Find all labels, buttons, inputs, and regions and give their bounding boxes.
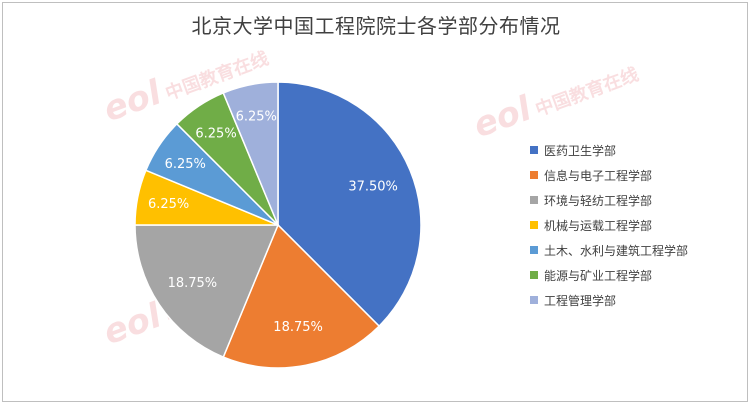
legend: 医药卫生学部信息与电子工程学部环境与轻纺工程学部机械与运载工程学部土木、水利与建… bbox=[530, 143, 688, 308]
data-label-3: 6.25% bbox=[148, 197, 189, 212]
legend-swatch-6 bbox=[530, 296, 538, 304]
legend-swatch-0 bbox=[530, 146, 538, 154]
pie-slice-0 bbox=[277, 81, 422, 328]
legend-label-4: 土木、水利与建筑工程学部 bbox=[544, 243, 688, 258]
legend-label-0: 医药卫生学部 bbox=[544, 143, 616, 158]
pie-slice-2 bbox=[134, 224, 280, 359]
pie-data-labels: 37.50%18.75%18.75%6.25%6.25%6.25%6.25% bbox=[148, 110, 398, 335]
data-label-4: 6.25% bbox=[165, 157, 206, 172]
legend-label-2: 环境与轻纺工程学部 bbox=[544, 193, 652, 208]
pie-slices bbox=[134, 81, 422, 369]
legend-swatch-1 bbox=[530, 171, 538, 179]
legend-swatch-3 bbox=[530, 221, 538, 229]
legend-label-6: 工程管理学部 bbox=[544, 293, 616, 308]
data-label-6: 6.25% bbox=[236, 110, 277, 125]
legend-swatch-4 bbox=[530, 246, 538, 254]
legend-swatch-2 bbox=[530, 196, 538, 204]
pie-slice-6 bbox=[222, 81, 279, 226]
chart-title: 北京大学中国工程院院士各学部分布情况 bbox=[191, 14, 561, 38]
data-label-5: 6.25% bbox=[195, 126, 236, 141]
legend-label-1: 信息与电子工程学部 bbox=[544, 168, 652, 183]
legend-swatch-5 bbox=[530, 271, 538, 279]
data-label-1: 18.75% bbox=[273, 320, 323, 335]
legend-label-5: 能源与矿业工程学部 bbox=[544, 268, 652, 283]
legend-label-3: 机械与运载工程学部 bbox=[544, 218, 652, 233]
pie-slice-1 bbox=[222, 223, 381, 369]
data-label-2: 18.75% bbox=[168, 276, 218, 291]
data-label-0: 37.50% bbox=[348, 180, 398, 195]
